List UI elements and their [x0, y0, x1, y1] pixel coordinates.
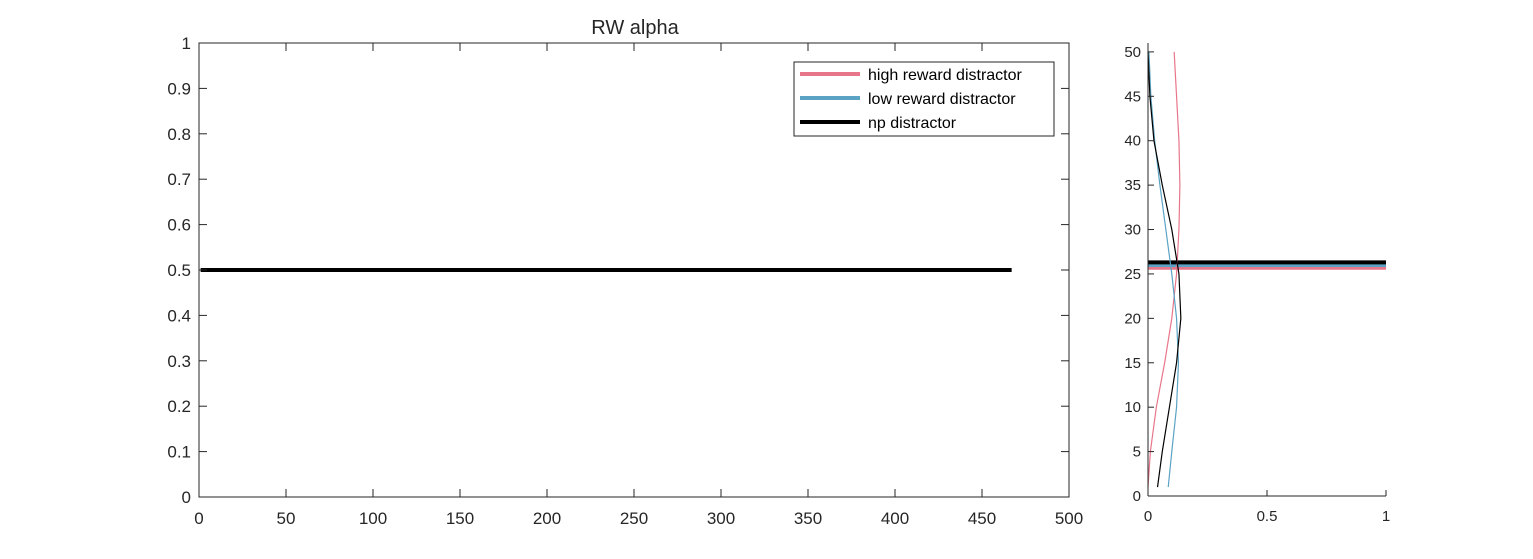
main-plot: RW alpha 0 50 100 150 200 250 300 350 400 450 500 … — [167, 17, 1083, 528]
side-y-tick-label: 50 — [1124, 44, 1141, 61]
side-y-tick-label: 20 — [1124, 310, 1141, 327]
x-tick-label: 450 — [968, 509, 996, 528]
side-y-tick-label: 5 — [1133, 444, 1141, 461]
y-tick-label: 0.8 — [167, 125, 191, 144]
x-tick-label: 250 — [620, 509, 648, 528]
x-tick-label: 100 — [359, 509, 387, 528]
legend-label-np: np distractor — [868, 115, 957, 132]
side-density-curve-1 — [1148, 51, 1180, 488]
y-tick-label: 0.1 — [167, 443, 191, 462]
y-tick-label: 0 — [182, 488, 191, 507]
side-y-axis: 0 5 10 15 20 25 30 35 40 45 50 — [1124, 44, 1154, 505]
side-y-tick-label: 10 — [1124, 399, 1141, 416]
side-plot-lines — [1147, 51, 1386, 488]
legend-label-low-reward: low reward distractor — [868, 91, 1016, 108]
side-y-tick-label: 25 — [1124, 266, 1141, 283]
x-tick-label: 150 — [446, 509, 474, 528]
x-tick-label: 500 — [1055, 509, 1083, 528]
side-density-curve-0 — [1147, 51, 1181, 488]
x-tick-label: 200 — [533, 509, 561, 528]
y-tick-label: 0.6 — [167, 216, 191, 235]
x-tick-label: 0 — [194, 509, 203, 528]
x-tick-label: 350 — [794, 509, 822, 528]
x-tick-label: 50 — [277, 509, 296, 528]
side-x-tick-label: 1 — [1382, 508, 1390, 525]
main-x-axis: 0 50 100 150 200 250 300 350 400 450 500 — [194, 43, 1083, 528]
x-tick-label: 400 — [881, 509, 909, 528]
side-y-tick-label: 40 — [1124, 133, 1141, 150]
side-x-tick-label: 0 — [1144, 508, 1152, 525]
chart-title: RW alpha — [591, 17, 679, 39]
side-y-tick-label: 45 — [1124, 88, 1141, 105]
side-density-curve-2 — [1147, 51, 1182, 488]
y-tick-label: 0.3 — [167, 352, 191, 371]
y-tick-label: 0.9 — [167, 79, 191, 98]
main-y-axis: 0 0.1 0.2 0.3 0.4 0.5 0.6 0.7 0.8 0.9 1 — [167, 34, 1069, 507]
y-tick-label: 0.4 — [167, 306, 191, 325]
x-tick-label: 300 — [707, 509, 735, 528]
side-y-tick-label: 15 — [1124, 355, 1141, 372]
side-y-tick-label: 0 — [1133, 488, 1141, 505]
legend: high reward distractor low reward distra… — [793, 61, 1055, 137]
y-tick-label: 0.2 — [167, 397, 191, 416]
y-tick-label: 0.5 — [167, 261, 191, 280]
side-y-tick-label: 35 — [1124, 177, 1141, 194]
side-y-tick-label: 30 — [1124, 222, 1141, 239]
legend-label-high-reward: high reward distractor — [868, 67, 1023, 84]
side-x-axis: 0 0.5 1 — [1144, 490, 1390, 525]
y-tick-label: 0.7 — [167, 170, 191, 189]
y-tick-label: 1 — [182, 34, 191, 53]
side-x-tick-label: 0.5 — [1257, 508, 1278, 525]
